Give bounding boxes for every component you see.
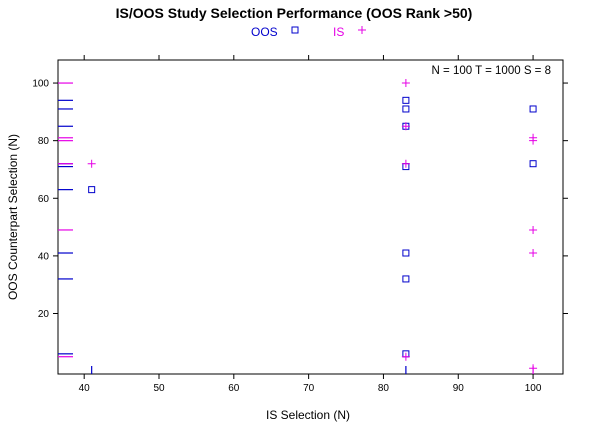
x-axis-label: IS Selection (N) [266, 408, 350, 422]
point-is [529, 249, 538, 258]
y-tick-label: 40 [38, 251, 50, 262]
y-tick-label: 60 [38, 194, 50, 205]
point-oos [402, 249, 410, 257]
x-tick-label: 50 [153, 383, 165, 394]
point-oos [88, 186, 96, 194]
point-oos [529, 105, 537, 113]
legend-marker-oos [291, 26, 299, 34]
legend-marker-is [358, 26, 366, 34]
data-points [87, 79, 538, 373]
x-tick-label: 40 [79, 383, 91, 394]
point-is [401, 159, 410, 168]
point-is [401, 352, 410, 361]
y-axis: 20 40 60 80 100 [32, 79, 568, 320]
x-axis: 40 50 60 70 80 90 100 [79, 55, 542, 394]
point-oos [402, 275, 410, 283]
chart-title: IS/OOS Study Selection Performance (OOS … [116, 5, 473, 21]
y-tick-label: 20 [38, 309, 50, 320]
plot-frame [57, 59, 564, 375]
point-is [401, 122, 410, 131]
x-tick-label: 100 [525, 383, 542, 394]
point-is [529, 364, 538, 373]
point-oos [402, 105, 410, 113]
x-tick-label: 90 [453, 383, 465, 394]
legend-label-oos: OOS [251, 25, 278, 39]
y-axis-label: OOS Counterpart Selection (N) [6, 134, 20, 300]
y-tick-label: 80 [38, 136, 50, 147]
y-tick-label: 100 [32, 79, 49, 90]
point-is [529, 136, 538, 145]
point-is [529, 225, 538, 234]
x-tick-label: 80 [378, 383, 390, 394]
x-tick-label: 70 [303, 383, 315, 394]
point-oos [529, 160, 537, 168]
legend-label-is: IS [333, 25, 344, 39]
plot-annotation: N = 100 T = 1000 S = 8 [432, 65, 551, 77]
x-tick-label: 60 [228, 383, 240, 394]
point-is [401, 79, 410, 88]
point-is [87, 159, 96, 168]
rug-marks [58, 82, 534, 374]
point-oos [402, 96, 410, 104]
legend: OOS IS [251, 25, 366, 39]
